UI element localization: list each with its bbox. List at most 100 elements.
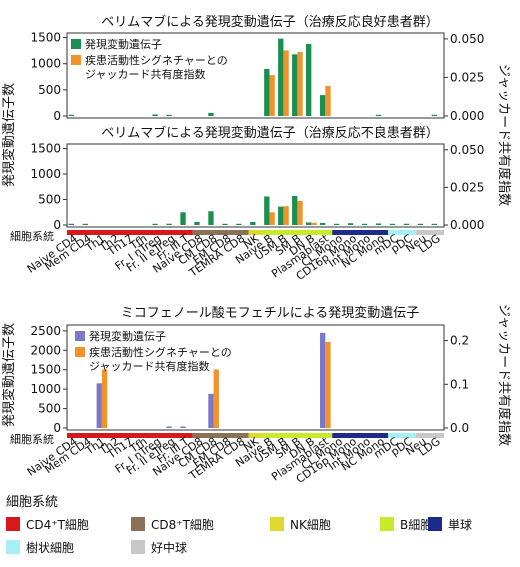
bar bbox=[166, 223, 172, 225]
plot-frame bbox=[66, 324, 445, 431]
bar bbox=[82, 223, 88, 225]
series-1 bbox=[68, 38, 438, 117]
lineage-segment bbox=[332, 433, 389, 438]
bar bbox=[283, 50, 289, 116]
bar bbox=[278, 38, 284, 116]
lineage-row-label-bottom: 細胞系統 bbox=[10, 432, 54, 446]
left-tick-label: 1500 bbox=[30, 31, 61, 45]
lineage-strip bbox=[67, 230, 444, 235]
left-tick-label: 1000 bbox=[30, 57, 61, 71]
bar bbox=[180, 426, 186, 428]
lineage-strip bbox=[67, 433, 444, 438]
left-tick-label: 0 bbox=[53, 421, 61, 435]
bar bbox=[166, 426, 172, 428]
legend-swatch bbox=[75, 331, 85, 341]
left-tick-label: 500 bbox=[38, 83, 61, 97]
lineage-legend-swatch bbox=[380, 517, 394, 531]
lineage-segment bbox=[262, 230, 333, 235]
top-right-ylabel: ジャッカード共有度指数 bbox=[496, 64, 512, 206]
chart3-title: ミコフェノール酸モフェチルによる発現変動遺伝子 bbox=[121, 305, 420, 321]
left-tick-label: 1500 bbox=[30, 142, 61, 156]
bar bbox=[283, 206, 289, 225]
bar bbox=[325, 85, 331, 116]
chart-2: 0 500 1000 1500 0.000 0.025 0.050 Naive CD4Mem … bbox=[25, 142, 485, 283]
bar bbox=[333, 223, 340, 225]
bar bbox=[96, 383, 102, 428]
bar bbox=[152, 114, 158, 116]
bar bbox=[297, 200, 303, 225]
bar bbox=[389, 223, 396, 225]
left-tick-label: 2000 bbox=[30, 343, 61, 357]
lineage-row-label-top: 細胞系統 bbox=[10, 229, 54, 243]
left-tick-label: 500 bbox=[38, 193, 61, 207]
bar bbox=[431, 114, 438, 116]
bar bbox=[375, 223, 382, 225]
bar bbox=[250, 221, 256, 225]
lineage-segment bbox=[67, 433, 193, 438]
bar bbox=[403, 223, 410, 225]
bar bbox=[278, 206, 284, 225]
legend-label: ジャッカード共有度指数 bbox=[89, 359, 209, 373]
right-tick-label: 0.025 bbox=[450, 180, 484, 194]
left-tick-label: 1000 bbox=[30, 382, 61, 396]
bar bbox=[311, 222, 317, 225]
bar bbox=[297, 51, 303, 116]
lineage-segment bbox=[416, 230, 444, 235]
bar bbox=[213, 369, 219, 428]
series-2 bbox=[269, 50, 331, 116]
plots-layer: 0 500 1000 1500 0.000 0.025 0.050 発現変動遺伝子疾患活動性シ… bbox=[25, 31, 485, 486]
bar bbox=[264, 68, 270, 116]
bar bbox=[431, 223, 438, 225]
lineage-legend-swatch bbox=[131, 540, 145, 554]
bar bbox=[208, 112, 214, 116]
bar bbox=[306, 43, 312, 117]
bar bbox=[306, 222, 312, 225]
legend-label: 疾患活動性シグネチャーとの bbox=[89, 345, 232, 359]
series-1 bbox=[96, 332, 326, 428]
legend-swatch bbox=[75, 347, 85, 357]
series-2 bbox=[101, 341, 331, 428]
right-tick-label: 0.025 bbox=[450, 70, 484, 84]
right-tick-label: 0.000 bbox=[450, 109, 484, 123]
bar bbox=[208, 393, 214, 428]
bar bbox=[320, 222, 326, 225]
left-tick-label: 500 bbox=[38, 402, 61, 416]
bar bbox=[152, 223, 158, 225]
legend-label: 発現変動遺伝子 bbox=[89, 329, 166, 343]
lineage-segment bbox=[192, 230, 249, 235]
lineage-legend-swatch bbox=[270, 517, 284, 531]
series-1 bbox=[68, 195, 438, 225]
left-tick-label: 1000 bbox=[30, 167, 61, 181]
lineage-legend-swatch bbox=[6, 540, 20, 554]
lineage-legend-swatch bbox=[131, 517, 145, 531]
lineage-segment bbox=[67, 230, 193, 235]
lineage-legend-swatch bbox=[428, 517, 442, 531]
legend-swatch bbox=[71, 55, 81, 65]
lineage-legend-title: 細胞系統 bbox=[6, 495, 58, 510]
plot-frame bbox=[66, 32, 445, 119]
bar bbox=[236, 223, 242, 225]
left-tick-label: 1500 bbox=[30, 363, 61, 377]
left-tick-label: 0 bbox=[53, 109, 61, 123]
lineage-segment bbox=[192, 433, 249, 438]
bottom-left-ylabel: 発現変動遺伝子数 bbox=[1, 323, 17, 427]
lineage-legend-label: CD4⁺T細胞 bbox=[26, 518, 89, 532]
bar bbox=[320, 332, 326, 428]
bar bbox=[194, 221, 200, 225]
right-tick-label: 0.050 bbox=[450, 143, 484, 157]
lineage-legend-label: 好中球 bbox=[151, 540, 187, 555]
lineage-legend-label: CD8⁺T細胞 bbox=[151, 518, 214, 532]
bar bbox=[166, 114, 172, 116]
bar bbox=[361, 223, 368, 225]
series-2 bbox=[269, 200, 317, 225]
bar bbox=[68, 114, 74, 116]
lineage-segment bbox=[388, 230, 417, 235]
chart2-title: ベリムマブによる発現変動遺伝子（治療反応不良患者群） bbox=[101, 125, 439, 141]
right-tick-label: 0.2 bbox=[450, 334, 469, 348]
bar bbox=[417, 223, 424, 225]
